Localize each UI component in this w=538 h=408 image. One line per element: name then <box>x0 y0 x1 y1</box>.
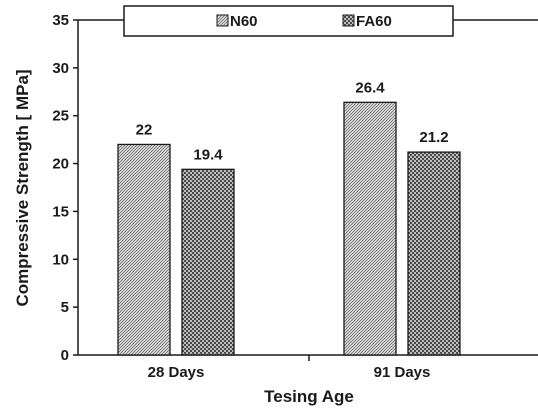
y-tick-label: 15 <box>52 203 69 220</box>
y-tick-label: 30 <box>52 60 69 77</box>
bars <box>117 101 461 356</box>
y-tick-label: 35 <box>52 12 69 29</box>
y-tick-label: 25 <box>52 108 69 125</box>
legend: N60 FA60 <box>123 5 454 37</box>
legend-swatch-n60 <box>216 14 229 27</box>
y-tick-label: 10 <box>52 251 69 268</box>
bar-fa60-91-days <box>407 151 461 356</box>
bar-fa60-28-days <box>181 168 235 356</box>
legend-label-n60: N60 <box>230 13 258 30</box>
x-axis-title: Tesing Age <box>264 387 354 406</box>
y-tick-label: 5 <box>61 299 69 316</box>
data-label-n60-28-days: 22 <box>136 121 153 138</box>
category-label-28-days: 28 Days <box>148 364 205 381</box>
y-ticks: 0 5 10 15 20 25 30 35 <box>52 12 78 364</box>
category-label-91-days: 91 Days <box>374 364 431 381</box>
legend-box <box>123 5 454 37</box>
category-labels: 28 Days 91 Days <box>148 364 431 381</box>
data-label-fa60-28-days: 19.4 <box>193 146 223 163</box>
y-axis-title: Compressive Strength [ MPa] <box>13 69 32 306</box>
data-label-n60-91-days: 26.4 <box>355 79 385 96</box>
data-labels: 22 19.4 26.4 21.2 <box>136 79 449 163</box>
data-label-fa60-91-days: 21.2 <box>419 129 448 146</box>
bar-n60-28-days <box>117 143 171 356</box>
y-tick-label: 20 <box>52 156 69 173</box>
legend-swatch-fa60 <box>342 14 355 27</box>
y-tick-label: 0 <box>61 347 69 364</box>
bar-n60-91-days <box>343 101 397 356</box>
legend-label-fa60: FA60 <box>356 13 392 30</box>
